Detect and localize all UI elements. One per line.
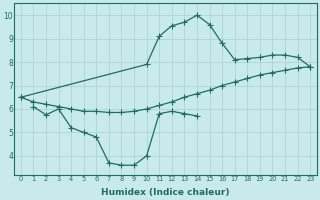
X-axis label: Humidex (Indice chaleur): Humidex (Indice chaleur) — [101, 188, 230, 197]
